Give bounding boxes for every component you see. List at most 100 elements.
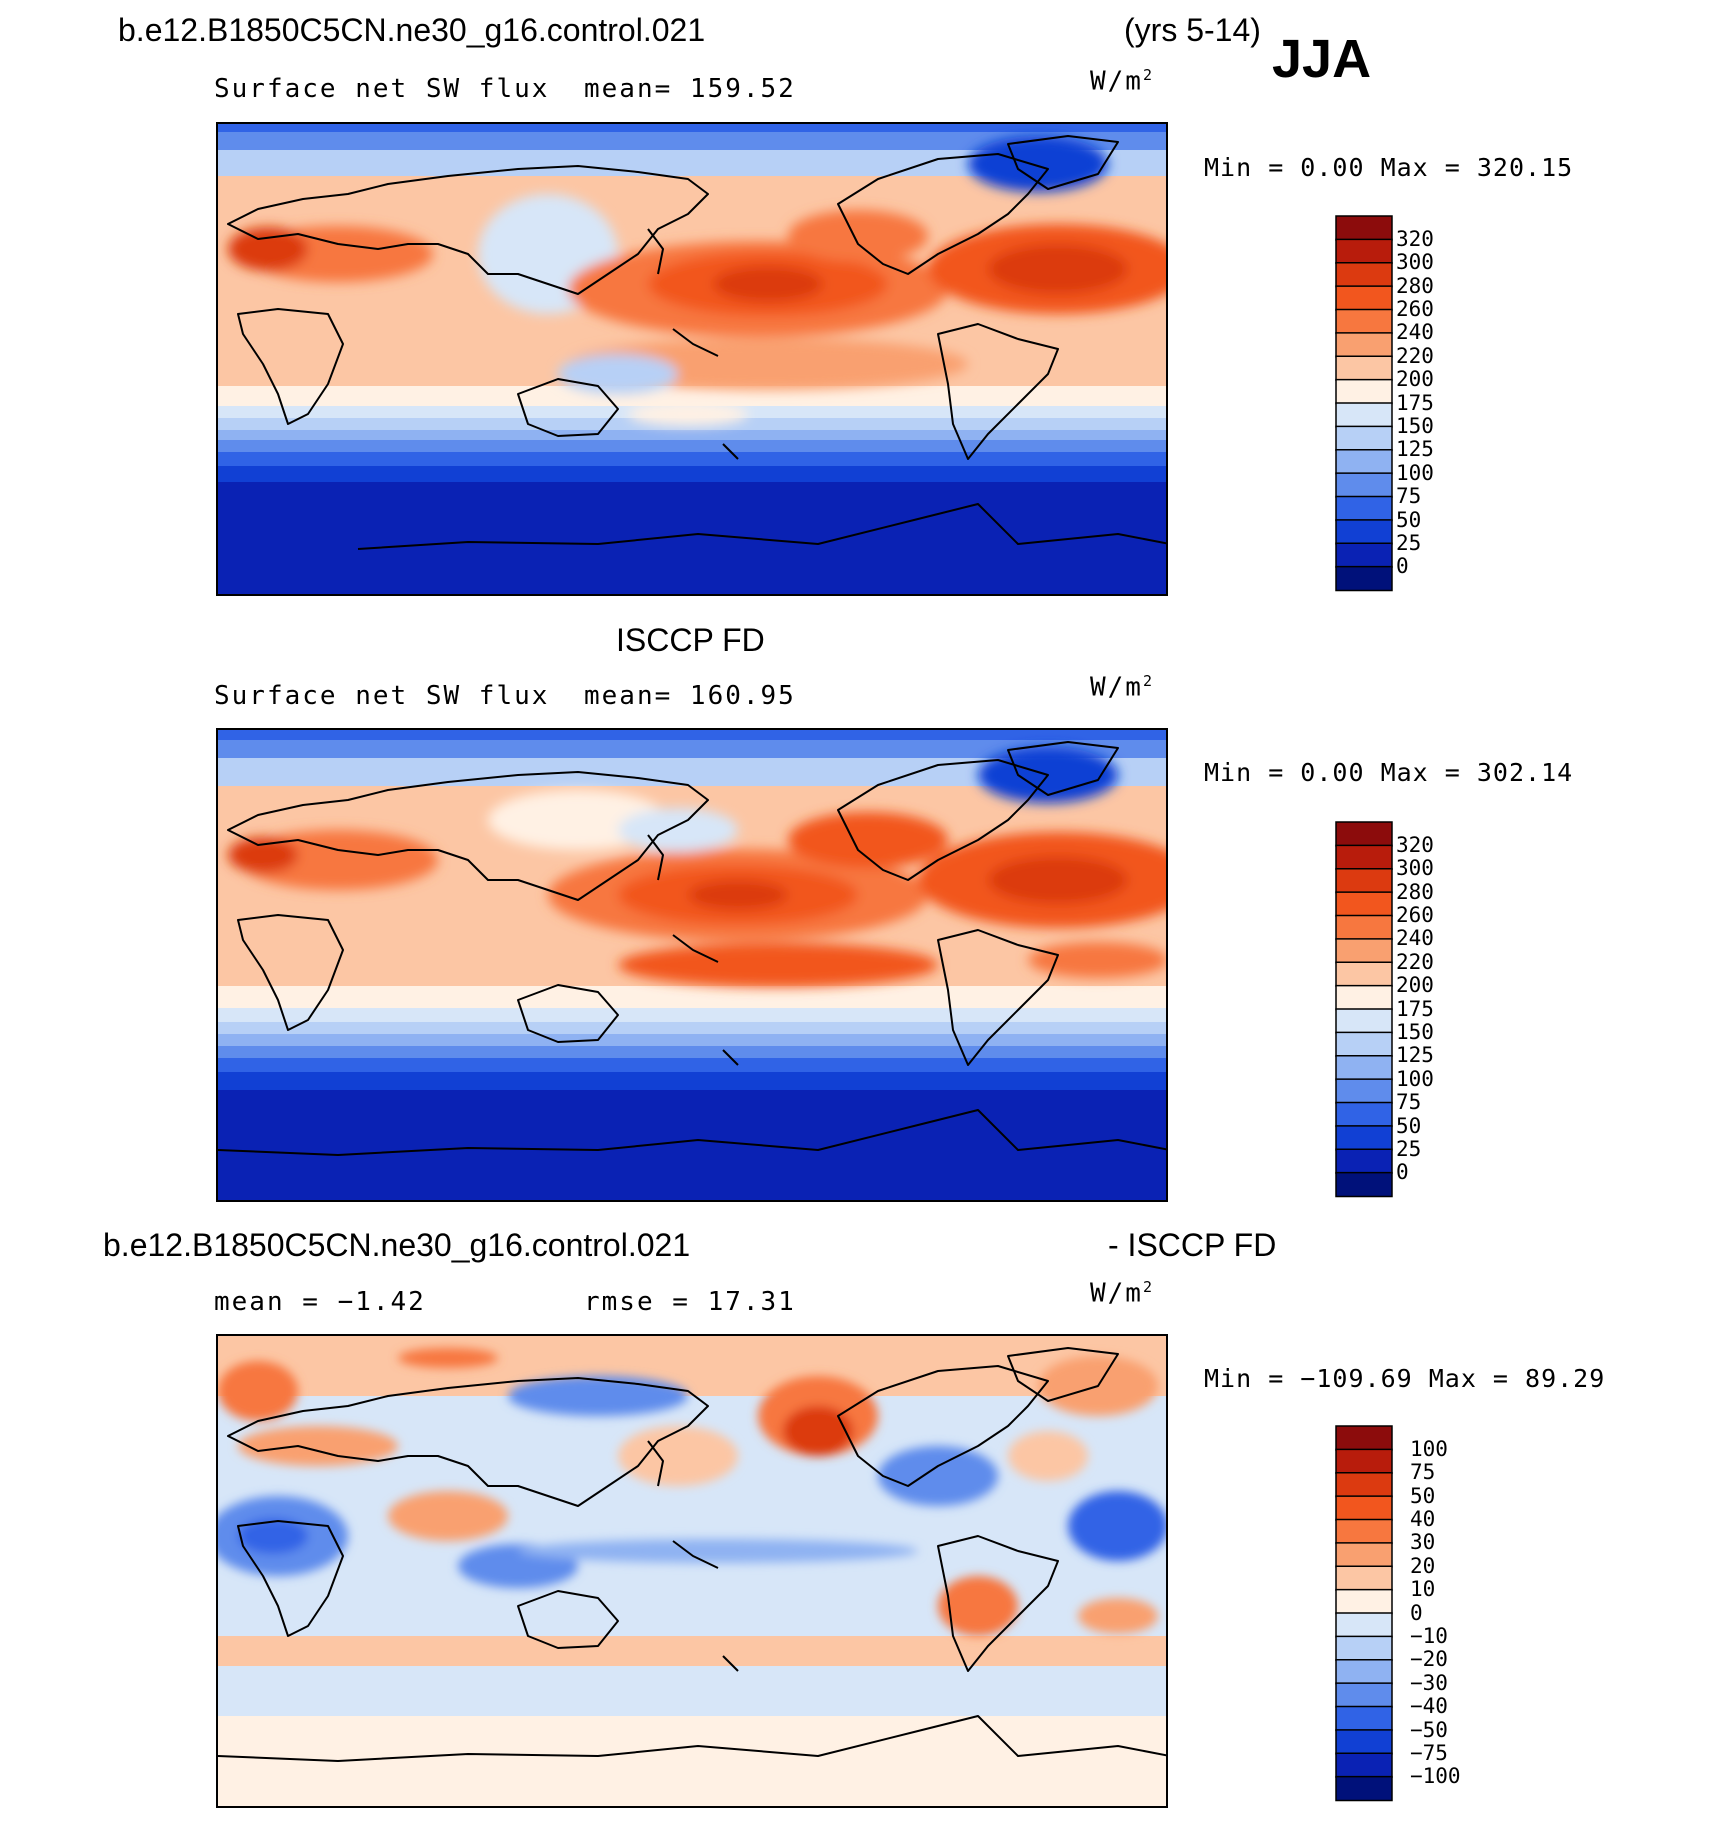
panel3-mean: mean = −1.42 [214, 1287, 426, 1317]
panel1-minmax: Min = 0.00 Max = 320.15 [1204, 153, 1574, 182]
colorbar-difference [1335, 1425, 1393, 1802]
colorbar-bin [1335, 1078, 1393, 1104]
panel2-units: W/m2 [1090, 672, 1154, 703]
colorbar-bin [1335, 215, 1393, 241]
colorbar-bin [1335, 449, 1393, 475]
colorbar-bin [1335, 542, 1393, 568]
legend-label: 75 [1396, 484, 1422, 508]
colorbar-bin [1335, 1148, 1393, 1174]
map-panel-observed [216, 728, 1168, 1202]
legend-label: 175 [1396, 391, 1434, 415]
legend-label: 300 [1396, 250, 1434, 274]
colorbar-bin [1335, 1752, 1393, 1778]
colorbar-bin [1335, 961, 1393, 987]
legend-label: 50 [1410, 1484, 1436, 1508]
colorbar-bin [1335, 1659, 1393, 1685]
legend-label: 200 [1396, 973, 1434, 997]
panel3-heading-case: b.e12.B1850C5CN.ne30_g16.control.021 [103, 1227, 691, 1263]
colorbar-bin [1335, 402, 1393, 428]
legend-label: 75 [1396, 1090, 1422, 1114]
map-panel-model [216, 122, 1168, 596]
legend-label: 260 [1396, 903, 1434, 927]
legend-label: 280 [1396, 880, 1434, 904]
colorbar-observed-bins [1335, 821, 1393, 1198]
legend-label: 260 [1396, 297, 1434, 321]
colorbar-bin [1335, 1612, 1393, 1638]
colorbar-bin [1335, 891, 1393, 917]
legend-label: −100 [1410, 1764, 1461, 1788]
colorbar-bin [1335, 378, 1393, 405]
legend-label: 100 [1396, 1067, 1434, 1091]
colorbar-bin [1335, 565, 1393, 592]
difference-field-map [218, 1336, 1166, 1806]
colorbar-bin [1335, 1171, 1393, 1198]
panel3-minmax: Min = −109.69 Max = 89.29 [1204, 1364, 1606, 1393]
colorbar-bin [1335, 425, 1393, 452]
legend-label: −40 [1410, 1694, 1448, 1718]
legend-label: 150 [1396, 1020, 1434, 1044]
legend-label: 30 [1410, 1530, 1436, 1554]
panel2-heading: ISCCP FD [616, 622, 765, 658]
legend-label: 240 [1396, 926, 1434, 950]
colorbar-bin [1335, 821, 1393, 847]
colorbar-bin [1335, 1705, 1393, 1732]
colorbar-bin [1335, 1101, 1393, 1128]
case-title: b.e12.B1850C5CN.ne30_g16.control.021 [118, 12, 706, 48]
colorbar-bin [1335, 332, 1393, 358]
legend-label: 320 [1396, 227, 1434, 251]
legend-label: 280 [1396, 274, 1434, 298]
colorbar-bin [1335, 262, 1393, 288]
panel2-minmax: Min = 0.00 Max = 302.14 [1204, 758, 1574, 787]
panel1-mean: mean= 159.52 [584, 74, 796, 104]
panel3-units: W/m2 [1090, 1278, 1154, 1309]
colorbar-model-bins [1335, 215, 1393, 592]
colorbar-bin [1335, 1031, 1393, 1058]
colorbar-bin [1335, 1008, 1393, 1034]
colorbar-bin [1335, 1682, 1393, 1708]
legend-label: 200 [1396, 367, 1434, 391]
colorbar-bin [1335, 1448, 1393, 1475]
legend-label: 10 [1410, 1577, 1436, 1601]
legend-label: 50 [1396, 508, 1422, 532]
legend-label: 40 [1410, 1507, 1436, 1531]
panel2-title: Surface net SW flux [214, 681, 550, 711]
colorbar-bin [1335, 519, 1393, 545]
panel2-mean: mean= 160.95 [584, 681, 796, 711]
legend-label: 0 [1396, 554, 1409, 578]
season-label: JJA [1272, 29, 1372, 89]
colorbar-bin [1335, 1588, 1393, 1615]
colorbar-model [1335, 215, 1393, 592]
colorbar-observed [1335, 821, 1393, 1198]
colorbar-bin [1335, 1495, 1393, 1521]
colorbar-bin [1335, 1635, 1393, 1662]
colorbar-bin [1335, 1775, 1393, 1802]
colorbar-bin [1335, 1729, 1393, 1755]
legend-label: −10 [1410, 1624, 1448, 1648]
map-panel-difference [216, 1334, 1168, 1808]
legend-label: 150 [1396, 414, 1434, 438]
colorbar-bin [1335, 495, 1393, 522]
panel3-rmse: rmse = 17.31 [584, 1287, 796, 1317]
years-label: (yrs 5-14) [1124, 12, 1261, 48]
colorbar-bin [1335, 1542, 1393, 1568]
legend-label: 175 [1396, 997, 1434, 1021]
colorbar-bin [1335, 285, 1393, 311]
colorbar-bin [1335, 1125, 1393, 1151]
model-field-map [218, 124, 1166, 594]
legend-label: 100 [1396, 461, 1434, 485]
legend-label: 320 [1396, 833, 1434, 857]
legend-label: 100 [1410, 1437, 1448, 1461]
legend-label: 220 [1396, 344, 1434, 368]
legend-label: 50 [1396, 1114, 1422, 1138]
legend-label: 25 [1396, 531, 1422, 555]
colorbar-bin [1335, 238, 1393, 265]
colorbar-bin [1335, 1472, 1393, 1498]
legend-label: 20 [1410, 1554, 1436, 1578]
colorbar-bin [1335, 1055, 1393, 1081]
colorbar-bin [1335, 1425, 1393, 1451]
legend-label: −30 [1410, 1671, 1448, 1695]
legend-label: 0 [1410, 1601, 1423, 1625]
legend-label: 75 [1410, 1460, 1436, 1484]
panel1-units: W/m2 [1090, 66, 1154, 97]
colorbar-bin [1335, 868, 1393, 894]
